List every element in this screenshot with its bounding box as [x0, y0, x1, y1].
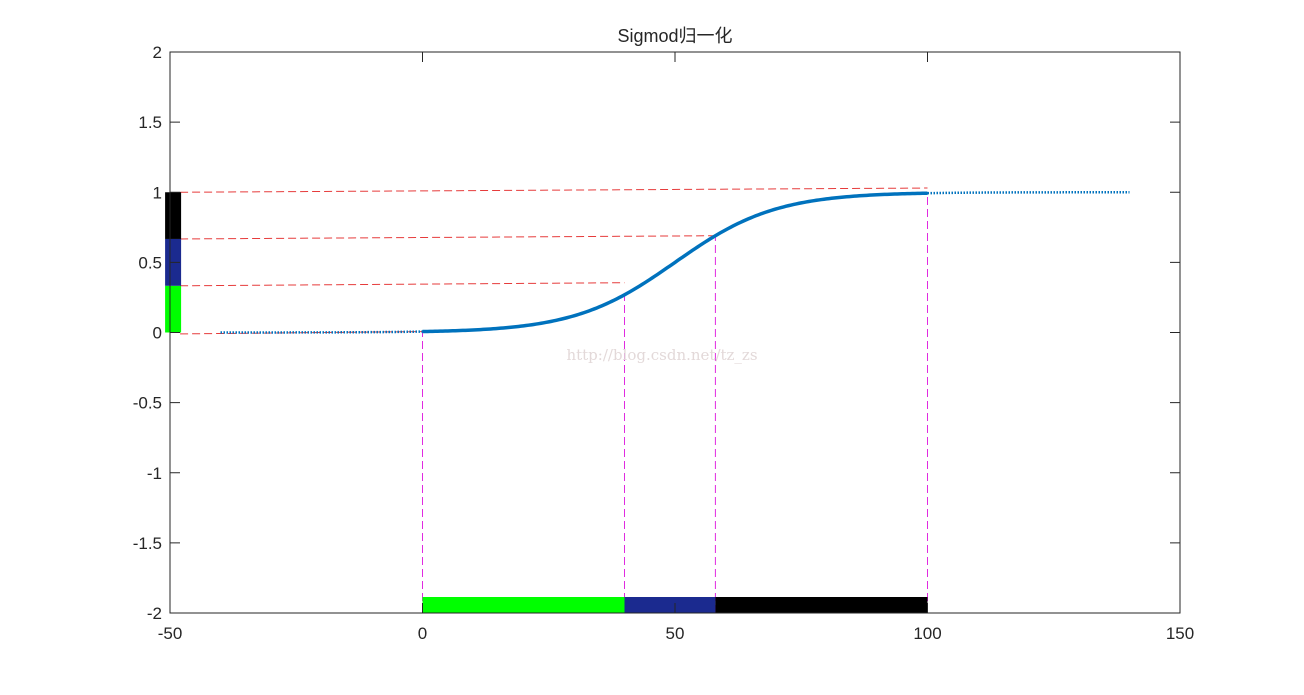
y-tick-label-2: -1.5 [133, 534, 162, 553]
x-tick-label-4: 100 [913, 624, 941, 643]
sigmoid-curve-dotted-3 [927, 191, 1130, 195]
horizontal-guide-line-2 [180, 282, 625, 287]
x-tick-label-3: 50 [666, 624, 685, 643]
y-tick-label-8: 1.5 [138, 113, 162, 132]
guide-lines-layer [180, 187, 928, 613]
series-layer [220, 191, 1130, 334]
y-tick-label-7: 1 [153, 183, 162, 202]
horizontal-guide-line-4 [180, 187, 928, 193]
watermark-text: http://blog.csdn.net/tz_zs [566, 346, 757, 364]
y-tick-label-5: 0 [153, 324, 162, 343]
x-tick-label-1: -50 [158, 624, 183, 643]
chart-title: Sigmod归一化 [617, 26, 732, 46]
y-tick-label-6: 0.5 [138, 253, 162, 272]
x-segment-bar-2 [624, 597, 716, 613]
x-segment-bar-1 [422, 597, 625, 613]
horizontal-guide-line-3 [180, 235, 716, 240]
x-tick-label-2: 0 [418, 624, 427, 643]
x-segment-bar-3 [715, 597, 928, 613]
axes-layer: -50 0 50 100 150 -2 -1.5 -1 -0.5 0 0.5 1 1.5 2 [133, 43, 1194, 643]
y-tick-label-3: -1 [147, 464, 162, 483]
y-tick-label-1: -2 [147, 604, 162, 623]
y-segment-bar-3 [165, 192, 182, 239]
y-segment-bar-1 [165, 285, 182, 333]
sigmoid-curve-dotted-2 [220, 330, 423, 334]
sigmoid-curve-solid-1 [422, 191, 928, 334]
x-tick-label-5: 150 [1166, 624, 1194, 643]
y-tick-label-4: -0.5 [133, 394, 162, 413]
y-tick-label-9: 2 [153, 43, 162, 62]
